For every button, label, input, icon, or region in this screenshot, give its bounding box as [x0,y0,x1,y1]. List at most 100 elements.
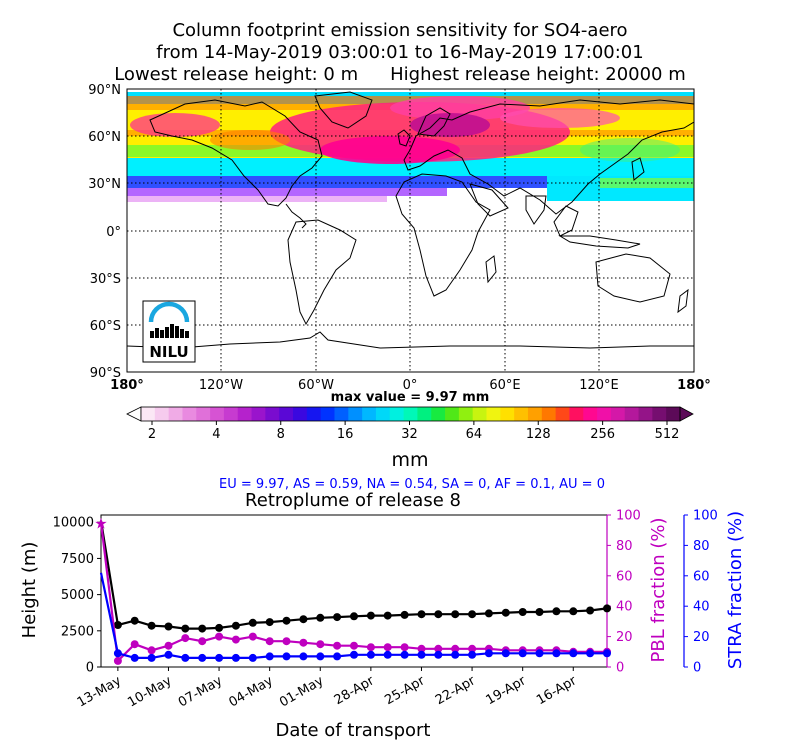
colorbar-segment [652,407,667,421]
coast-south-america [287,219,357,326]
colorbar-min-extend [126,406,142,422]
colorbar-segment [182,407,197,421]
data-point [468,650,477,659]
data-point [350,641,358,650]
colorbar-segment [445,407,460,421]
data-point [468,644,477,653]
y-tick-label: 2500 [61,624,94,639]
coast-uk [397,129,411,147]
colorbar-segment [334,407,349,421]
figure-title-line2: from 14-May-2019 03:00:01 to 16-May-2019… [156,42,644,63]
coast-north-america [149,99,323,207]
data-point [586,606,595,615]
data-point [299,652,308,661]
coast-greenland [314,91,373,129]
lat-label: 90°S [90,366,121,381]
lon-label: 180° [110,378,144,393]
data-point [518,649,527,658]
data-point [282,652,291,661]
data-point [468,610,477,619]
x-tick-label: 25-Apr [382,673,428,708]
y-tick-label: 0 [86,661,94,676]
data-point [400,610,409,619]
data-point [350,612,358,621]
coast-japan [631,157,645,181]
colorbar-ticks: 2 4 8 16 32 64 128 256 512 [148,421,679,442]
data-point [603,649,611,658]
x-tick-label: 10-May [125,673,174,710]
x-axis-label: Date of transport [276,720,431,741]
data-point [215,653,224,662]
colorbar-segment [458,407,474,421]
max-value-label: max value = 9.97 mm [331,390,490,405]
lat-label: 60°S [90,319,121,334]
data-point [451,644,460,653]
footprint-map: 90°N 60°N 30°N 0° 30°S 60°S 90°S 180° 12… [88,83,711,393]
data-point [231,635,240,644]
retroplume-chart: Retroplume of release 8 0 2500 5000 7500 100… [19,490,746,741]
x-tick-label: 16-Apr [534,673,580,708]
y-tick-label: 10000 [53,516,94,531]
coast-madagascar [485,255,497,284]
pbl-tick-label: 40 [616,600,633,615]
data-point [316,613,325,622]
colorbar-segment [389,407,405,421]
stra-tick-label: 40 [693,600,710,615]
data-point [113,656,122,665]
data-point [299,638,308,647]
data-point [215,623,224,632]
data-point [484,609,493,618]
data-point [434,610,443,619]
data-point [552,649,561,658]
colorbar-tick-label: 256 [590,427,615,442]
stra-tick-label: 20 [693,630,710,645]
colorbar-segment [375,407,391,421]
data-point [552,607,561,616]
colorbar-segment [500,407,515,421]
data-point [434,644,443,653]
data-point [333,613,342,622]
data-point [383,650,392,659]
colorbar-segment [279,407,294,421]
data-point [316,652,325,661]
colorbar-unit: mm [391,449,428,471]
lat-label: 30°S [90,272,121,287]
colorbar-segment [417,407,432,421]
data-point [535,608,544,616]
data-point [248,653,257,662]
x-tick-label: 04-May [227,673,276,710]
data-point [400,650,409,659]
colorbar-segment [569,407,584,421]
data-point [130,653,139,662]
data-point [569,607,578,616]
data-point [198,624,207,633]
data-point [164,650,173,659]
data-point [282,637,291,646]
coastlines [127,91,694,349]
emission-sensitivity-field [127,92,694,202]
lon-label: 180° [677,378,711,393]
x-tick-label: 07-May [176,673,225,710]
data-point [231,653,240,662]
pbl-tick-label: 60 [616,569,633,584]
data-point [333,652,342,661]
data-point [417,644,426,653]
data-point [417,610,426,619]
colorbar-segment [555,407,571,421]
data-point [164,641,173,650]
x-tick-label: 13-May [75,673,124,710]
lat-label: 30°N [88,177,121,192]
x-tick-label: 22-Apr [433,673,479,708]
colorbar-segment [624,407,640,421]
data-point [400,643,409,652]
chart-title: Retroplume of release 8 [245,490,461,511]
data-point [215,632,224,641]
data-point [484,649,493,658]
data-point [451,650,460,659]
pbl-tick-label: 0 [616,661,624,676]
map-longitude-labels: 180° 120°W 60°W 0° 60°E 120°E 180° [110,378,711,393]
coast-indonesia [558,235,641,249]
data-point [113,621,122,629]
map-latitude-labels: 90°N 60°N 30°N 0° 30°S 60°S 90°S [88,83,121,381]
